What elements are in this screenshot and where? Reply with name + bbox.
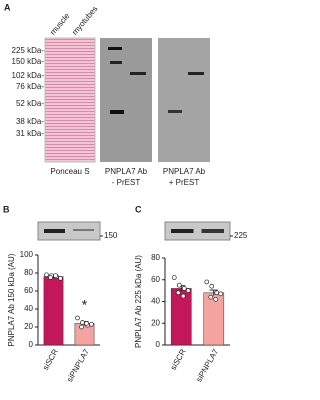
band xyxy=(73,229,94,231)
marker-label: 150 kDa- xyxy=(12,57,45,66)
x-tick-label: siPNPLA7 xyxy=(65,347,91,384)
y-tick-label: 60 xyxy=(24,286,33,295)
y-axis-title: PNPLA7 Ab 225 kDa (AU) xyxy=(134,255,143,348)
y-tick-label: 20 xyxy=(24,322,33,331)
data-point xyxy=(180,293,186,299)
data-point xyxy=(209,283,215,289)
data-point xyxy=(58,276,63,281)
band xyxy=(110,61,122,64)
blot-caption: Ponceau S xyxy=(50,167,89,176)
y-tick-label: 40 xyxy=(151,297,160,306)
x-tick-label: siPNPLA7 xyxy=(194,347,220,384)
band xyxy=(188,72,204,75)
marker-label: 38 kDa- xyxy=(16,117,44,126)
panel-label: B xyxy=(3,204,10,214)
data-point xyxy=(208,294,214,300)
band xyxy=(108,47,122,50)
band xyxy=(110,110,124,114)
blot-caption: PNPLA7 Ab xyxy=(163,167,206,176)
blot-caption: PNPLA7 Ab xyxy=(105,167,148,176)
blot-inset xyxy=(37,221,101,241)
data-point xyxy=(171,275,177,280)
marker-label: 102 kDa- xyxy=(12,71,45,80)
lane-label: muscle xyxy=(48,11,72,37)
lane-label: myotubes xyxy=(70,4,99,36)
blot-label: 150 xyxy=(104,231,118,240)
data-point xyxy=(75,315,80,321)
panel-label: A xyxy=(4,2,11,12)
bar xyxy=(203,292,225,346)
western-blot xyxy=(100,38,152,162)
data-point xyxy=(89,321,94,327)
marker-label: 225 kDa- xyxy=(12,46,45,55)
data-point xyxy=(80,320,85,325)
data-point xyxy=(175,290,181,296)
band xyxy=(171,229,194,233)
blot-frame xyxy=(44,37,96,163)
figure: A muscle myotubes Ponceau S PNPLA7 Ab - … xyxy=(3,2,248,384)
data-point xyxy=(48,275,53,280)
blot-caption: + PrEST xyxy=(169,178,200,187)
marker-label: 31 kDa- xyxy=(16,129,44,138)
data-point xyxy=(53,273,58,279)
x-tick-label: siSCR xyxy=(169,347,188,371)
data-point xyxy=(214,290,220,296)
x-tick-label: siSCR xyxy=(41,347,60,371)
panel-label: C xyxy=(135,204,142,214)
blot-inset xyxy=(164,221,231,241)
western-blot xyxy=(158,38,210,162)
y-tick-label: 0 xyxy=(156,340,161,349)
y-tick-label: 80 xyxy=(24,268,33,277)
bar xyxy=(43,276,64,346)
y-tick-label: 40 xyxy=(24,304,33,313)
y-tick-label: 100 xyxy=(20,250,34,259)
y-tick-label: 0 xyxy=(29,340,34,349)
band xyxy=(168,110,182,113)
marker-label: 52 kDa- xyxy=(16,99,44,108)
y-tick-label: 20 xyxy=(151,318,160,327)
data-point xyxy=(44,272,49,278)
data-point xyxy=(176,282,182,288)
band xyxy=(130,72,146,75)
y-tick-label: 80 xyxy=(151,253,160,262)
data-point xyxy=(218,291,224,297)
annotation: * xyxy=(82,297,88,313)
ponceau-blot xyxy=(45,38,95,162)
band xyxy=(201,229,224,233)
y-tick-label: 60 xyxy=(151,275,160,284)
band xyxy=(44,229,65,233)
data-point xyxy=(185,288,191,293)
blot-caption: - PrEST xyxy=(112,178,141,187)
data-point xyxy=(79,324,84,330)
marker-label: 76 kDa- xyxy=(16,82,44,91)
data-point xyxy=(84,321,89,326)
bar xyxy=(74,323,95,346)
data-point xyxy=(213,296,219,302)
data-point xyxy=(204,279,210,285)
data-point xyxy=(181,286,187,291)
y-axis-title: PNPLA7 Ab 150 kDa (AU) xyxy=(7,253,16,346)
blot-label: 225 xyxy=(234,231,248,240)
